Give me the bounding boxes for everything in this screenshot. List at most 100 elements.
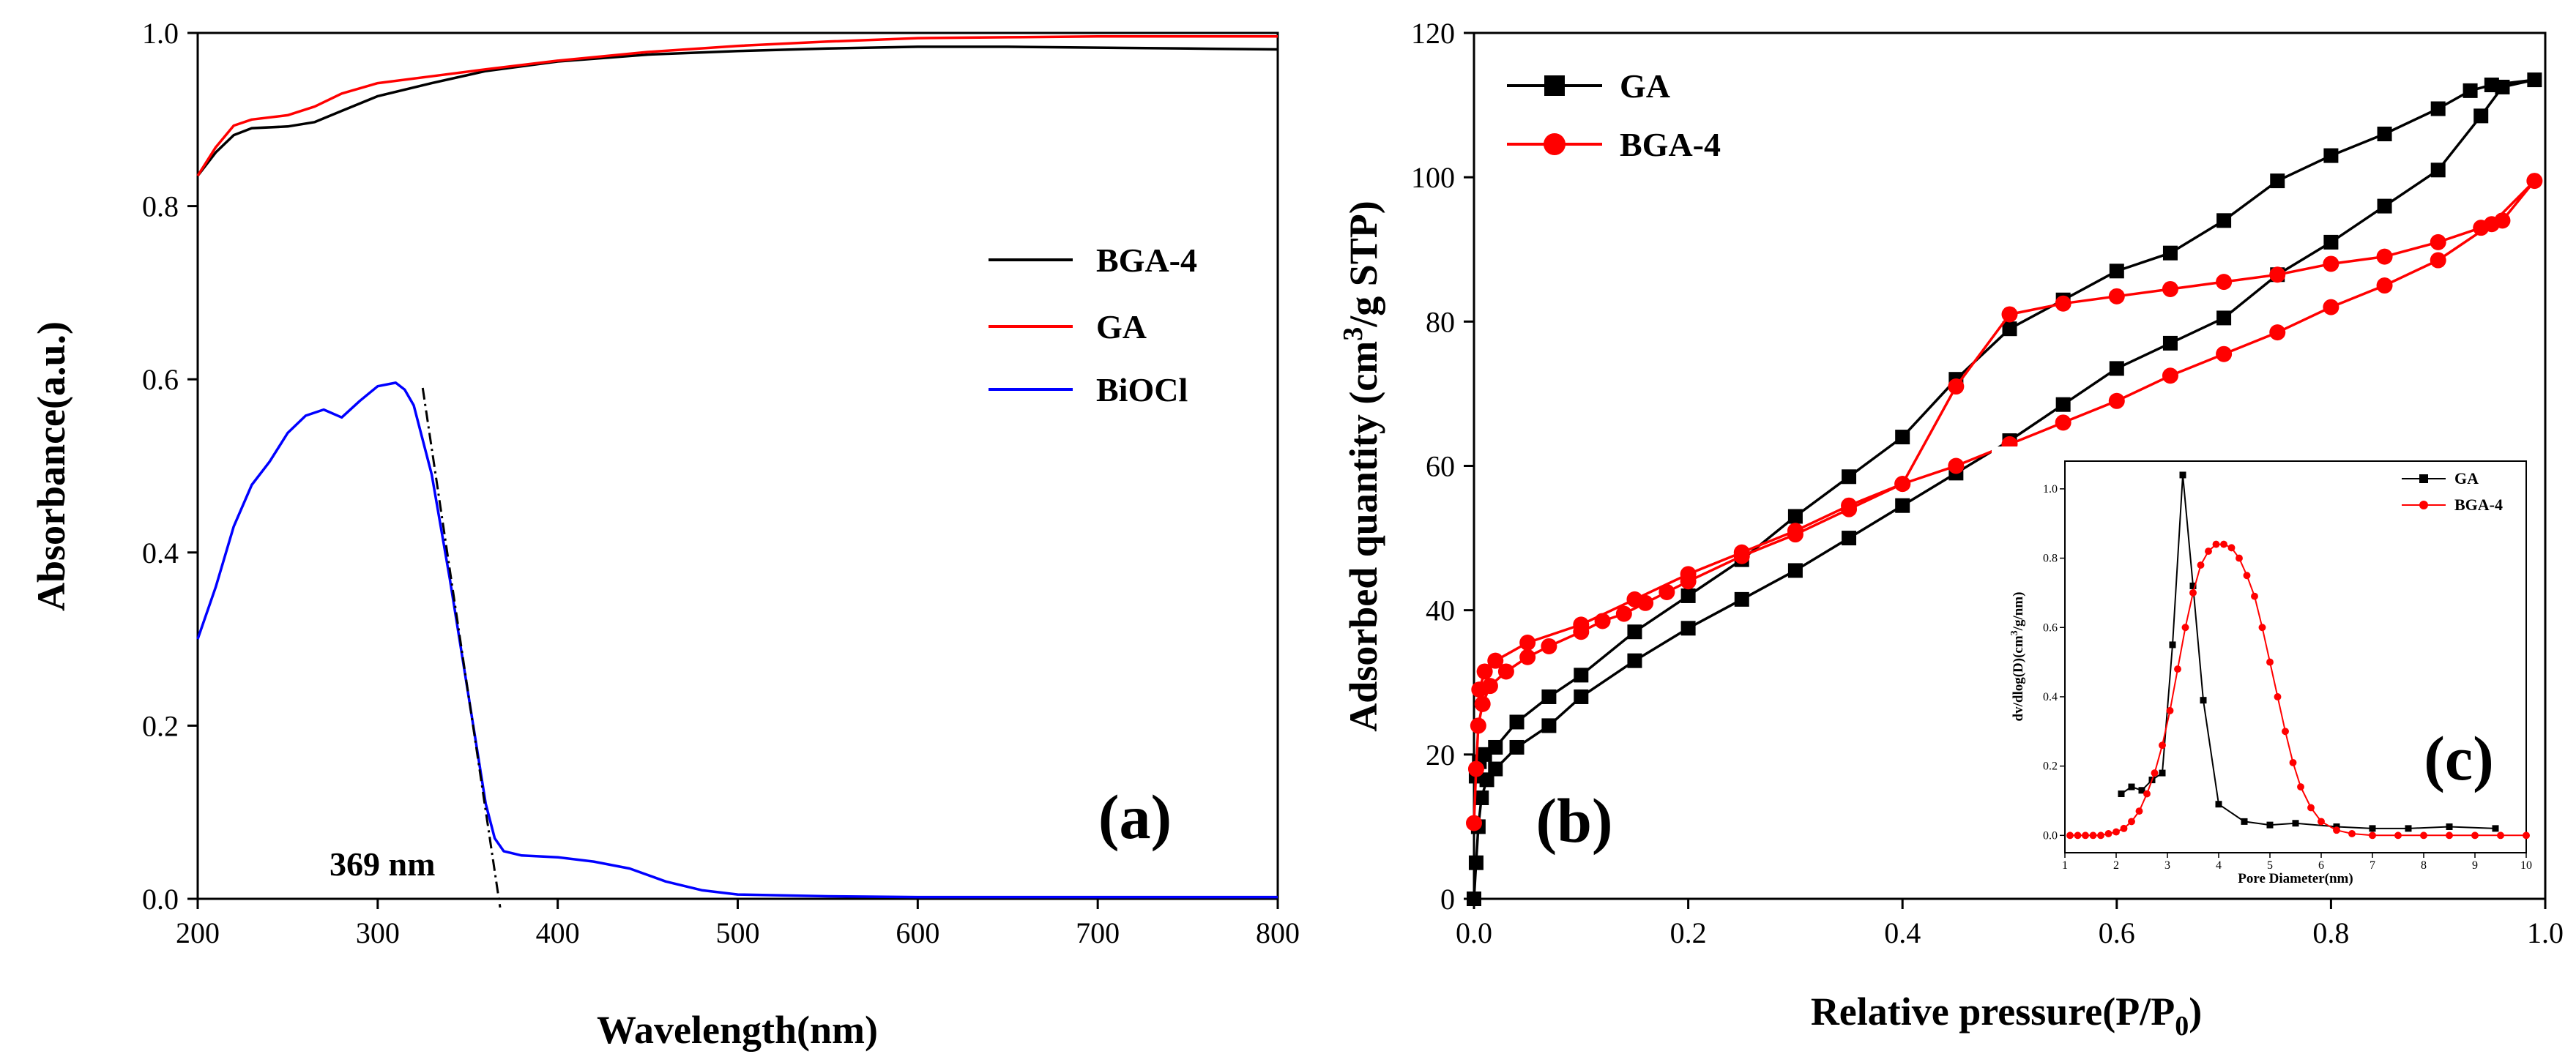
x-tick-label-c-9: 10 xyxy=(2520,859,2532,872)
point-b-bga-4-2 xyxy=(1470,717,1486,734)
series-line-a-ga xyxy=(196,34,1278,177)
y-tick-label-b-5: 100 xyxy=(1411,161,1455,194)
point-c-bga-4-18 xyxy=(2205,547,2212,556)
point-b-ga-44 xyxy=(1680,588,1696,603)
point-b-bga-4-35 xyxy=(2269,266,2286,283)
y-tick-label-c-1: 0.2 xyxy=(2043,760,2058,773)
legend-ga-marker-b xyxy=(1544,75,1565,96)
point-b-bga-4-22 xyxy=(2162,367,2178,384)
point-c-bga-4-25 xyxy=(2258,624,2266,632)
x-axis-label-b-end: ) xyxy=(2189,990,2202,1034)
x-tick-label-b-3: 0.6 xyxy=(2099,916,2135,949)
point-c-bga-4-12 xyxy=(2159,741,2166,750)
y-tick-label-a-0: 0.0 xyxy=(142,883,179,916)
point-c-bga-4-5 xyxy=(2104,830,2112,837)
point-b-bga-4-45 xyxy=(1733,544,1750,561)
panel-label-a: (a) xyxy=(1098,782,1172,852)
point-c-ga-15 xyxy=(2405,825,2412,832)
y-axis-label-c-sup: 3 xyxy=(2009,630,2020,635)
point-b-ga-19 xyxy=(2162,335,2178,351)
point-b-ga-46 xyxy=(1574,668,1589,683)
point-b-bga-4-31 xyxy=(2473,220,2490,236)
y-tick-label-a-5: 1.0 xyxy=(142,17,179,50)
point-b-bga-4-20 xyxy=(2055,414,2071,431)
point-c-bga-4-0 xyxy=(2066,831,2074,840)
point-b-bga-4-21 xyxy=(2108,392,2125,409)
point-c-bga-4-9 xyxy=(2135,807,2143,815)
point-c-bga-4-31 xyxy=(2307,804,2315,812)
point-b-bga-4-27 xyxy=(2430,252,2446,269)
point-b-bga-4-50 xyxy=(1487,652,1504,669)
x-tick-label-c-6: 7 xyxy=(2370,859,2375,872)
panel-label-b: (b) xyxy=(1535,785,1612,856)
point-b-ga-24 xyxy=(2430,162,2446,178)
point-b-bga-4-39 xyxy=(2055,295,2071,312)
point-c-bga-4-4 xyxy=(2097,831,2104,840)
legend-ga-label-c: GA xyxy=(2454,469,2479,487)
y-axis-label-c: dv/dlog(D)(cm3/g/nm) xyxy=(2009,592,2026,722)
point-c-ga-6 xyxy=(2179,471,2186,479)
point-b-ga-5 xyxy=(1488,761,1503,777)
absorption-edge-label: 369 nm xyxy=(330,845,435,883)
point-b-bga-4-29 xyxy=(2526,173,2543,190)
y-tick-label-a-4: 0.8 xyxy=(142,190,179,223)
point-c-bga-4-27 xyxy=(2274,692,2282,700)
point-b-bga-4-23 xyxy=(2216,345,2233,362)
point-b-ga-33 xyxy=(2270,173,2285,189)
x-tick-label-b-0: 0.0 xyxy=(1456,916,1492,949)
point-b-ga-48 xyxy=(1509,714,1525,730)
point-c-bga-4-40 xyxy=(2497,831,2504,840)
y-tick-label-b-3: 60 xyxy=(1426,450,1455,483)
y-axis-label-b: Adsorbed quantity (cm3/g STP) xyxy=(1338,201,1385,732)
point-b-ga-12 xyxy=(1787,563,1803,578)
panel-b-series xyxy=(1466,72,2543,906)
point-c-bga-4-37 xyxy=(2420,831,2427,840)
y-axis-label-c-end: /g/nm) xyxy=(2011,592,2026,632)
x-tick-label-a-6: 800 xyxy=(1256,916,1300,949)
point-b-bga-4-5 xyxy=(1497,663,1514,680)
point-c-ga-2 xyxy=(2138,787,2145,794)
point-b-ga-9 xyxy=(1627,653,1642,668)
point-c-bga-4-30 xyxy=(2297,783,2304,790)
x-tick-label-a-1: 300 xyxy=(356,916,400,949)
point-c-bga-4-11 xyxy=(2151,769,2159,777)
point-c-ga-17 xyxy=(2492,825,2499,832)
point-b-ga-13 xyxy=(1842,531,1857,546)
series-line-a-biocl xyxy=(196,381,1278,899)
x-axis-label-b-main: Relative pressure(P/P xyxy=(1811,990,2175,1034)
point-c-ga-10 xyxy=(2241,818,2248,825)
point-c-bga-4-15 xyxy=(2181,624,2189,632)
point-b-ga-22 xyxy=(2323,234,2339,250)
point-b-ga-40 xyxy=(1895,430,1910,445)
panel-a: 200 300 400 500 600 700 8000.00.20.40.60.81.0 … xyxy=(29,17,1300,1052)
y-tick-label-c-2: 0.4 xyxy=(2043,691,2058,703)
point-b-bga-4-52 xyxy=(1471,681,1488,698)
panel-a-series xyxy=(196,34,1278,899)
point-b-bga-4-33 xyxy=(2376,248,2393,265)
point-c-bga-4-1 xyxy=(2074,831,2082,840)
point-c-ga-0 xyxy=(2118,790,2125,798)
legend-bga4-label-b: BGA-4 xyxy=(1620,126,1721,163)
point-b-ga-10 xyxy=(1680,621,1696,636)
point-c-bga-4-28 xyxy=(2282,728,2289,736)
y-tick-label-b-0: 0 xyxy=(1440,883,1455,916)
y-axis-label-b-end: /g STP) xyxy=(1341,201,1385,328)
y-axis-label-b-main: Adsorbed quantity (cm xyxy=(1341,341,1385,732)
x-tick-label-c-5: 6 xyxy=(2318,859,2324,872)
point-c-bga-4-17 xyxy=(2197,561,2205,569)
x-tick-label-b-5: 1.0 xyxy=(2527,916,2564,949)
point-b-ga-14 xyxy=(1895,498,1910,513)
y-axis-label-c-main: dv/dlog(D)(cm xyxy=(2011,635,2026,721)
x-axis-label-b-sub: 0 xyxy=(2175,1011,2189,1042)
point-c-bga-4-14 xyxy=(2174,665,2181,673)
point-b-ga-3 xyxy=(1474,790,1489,805)
point-b-ga-11 xyxy=(1734,591,1749,607)
point-b-bga-4-43 xyxy=(1841,497,1858,514)
panel-b-legend: GA BGA-4 xyxy=(1507,67,1721,163)
point-c-bga-4-19 xyxy=(2212,540,2220,548)
point-b-bga-4-44 xyxy=(1787,523,1803,539)
panel-c-inset: 1 2 3 4 5 6 7 8 9 10 0.0 0.2 0.4 0.6 0.8 1.0 GA BGA-4 (… xyxy=(1992,446,2534,886)
point-b-ga-28 xyxy=(2484,77,2499,92)
point-c-bga-4-8 xyxy=(2128,818,2135,826)
point-b-ga-7 xyxy=(1541,718,1557,733)
